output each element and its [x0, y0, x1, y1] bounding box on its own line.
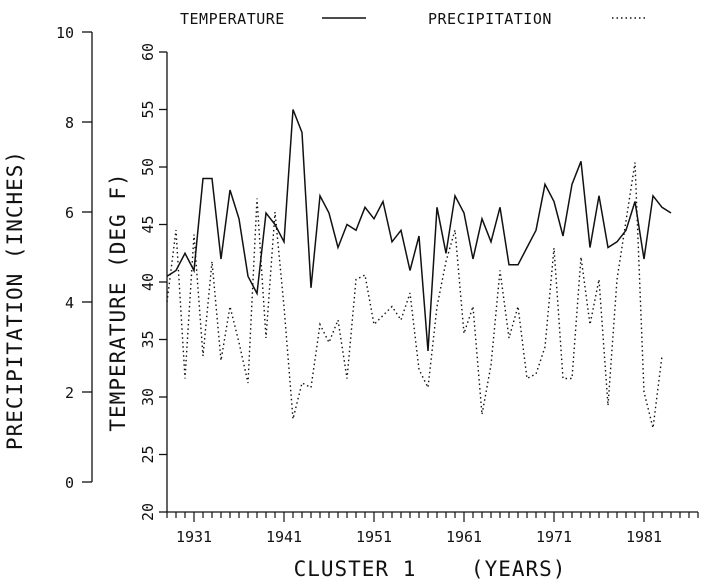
temperature-tick-label: 55: [139, 100, 157, 118]
year-tick-label: 1941: [266, 528, 302, 546]
legend-precipitation-label: PRECIPITATION: [428, 10, 552, 28]
precipitation-tick-label: 4: [65, 294, 74, 312]
temperature-tick-label: 30: [139, 388, 157, 406]
temperature-axis: 20 25 30 35 40 45 50 55 60: [139, 43, 168, 521]
temperature-tick-label: 35: [139, 330, 157, 348]
precipitation-tick-label: 8: [65, 114, 74, 132]
legend-temperature-label: TEMPERATURE: [180, 10, 285, 28]
year-tick-label: 1951: [356, 528, 392, 546]
precipitation-axis-title: PRECIPITATION (INCHES): [3, 150, 27, 450]
year-tick-label: 1961: [446, 528, 482, 546]
temperature-tick-label: 25: [139, 445, 157, 463]
precipitation-tick-label: 6: [65, 204, 74, 222]
temperature-tick-label: 60: [139, 43, 157, 61]
temperature-tick-label: 45: [139, 215, 157, 233]
precipitation-tick-label: 0: [65, 474, 74, 492]
temperature-tick-label: 40: [139, 273, 157, 291]
temperature-series-line: [166, 109, 672, 352]
year-tick-label: 1971: [536, 528, 572, 546]
precipitation-series-line: [166, 162, 663, 429]
temperature-tick-label: 50: [139, 158, 157, 176]
year-tick-label: 1981: [626, 528, 662, 546]
year-tick-label: 1931: [176, 528, 212, 546]
precipitation-axis: 0 2 4 6 8 10: [56, 24, 93, 492]
precipitation-tick-label: 2: [65, 384, 74, 402]
year-axis: 1931 1941 1951 1961 1971 1981: [166, 511, 699, 546]
temperature-tick-label: 20: [139, 503, 157, 521]
series-layer: [166, 109, 672, 429]
precipitation-tick-label: 10: [56, 24, 74, 42]
year-axis-title: CLUSTER 1 (YEARS): [294, 557, 567, 581]
temperature-axis-title: TEMPERATURE (DEG F): [106, 172, 130, 431]
